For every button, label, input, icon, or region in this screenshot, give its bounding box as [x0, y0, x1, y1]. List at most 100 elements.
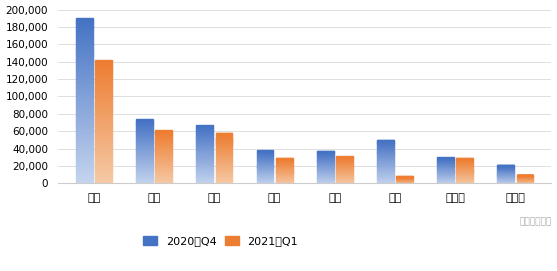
- Bar: [155, 163, 172, 164]
- Bar: [196, 159, 213, 160]
- Bar: [257, 165, 273, 166]
- Bar: [336, 169, 353, 170]
- Bar: [456, 179, 473, 180]
- Bar: [196, 139, 213, 140]
- Bar: [155, 176, 172, 177]
- Bar: [276, 181, 292, 182]
- Bar: [317, 161, 334, 162]
- Bar: [196, 171, 213, 172]
- Bar: [76, 109, 93, 111]
- Bar: [216, 159, 232, 160]
- Bar: [317, 169, 334, 170]
- Bar: [257, 176, 273, 177]
- Bar: [76, 112, 93, 114]
- Bar: [76, 18, 93, 20]
- Bar: [216, 155, 232, 156]
- Bar: [276, 173, 292, 174]
- Bar: [155, 165, 172, 166]
- Bar: [257, 174, 273, 175]
- Bar: [76, 54, 93, 56]
- Bar: [276, 159, 292, 160]
- Bar: [196, 180, 213, 181]
- Bar: [196, 167, 213, 168]
- Bar: [155, 182, 172, 183]
- Bar: [196, 158, 213, 159]
- Bar: [317, 157, 334, 158]
- Bar: [377, 171, 394, 172]
- Bar: [76, 130, 93, 132]
- Bar: [95, 169, 112, 170]
- Bar: [336, 157, 353, 158]
- Bar: [257, 180, 273, 181]
- Bar: [276, 158, 292, 159]
- Bar: [196, 150, 213, 151]
- Bar: [155, 158, 172, 159]
- Bar: [456, 164, 473, 165]
- Bar: [95, 102, 112, 103]
- Bar: [377, 149, 394, 150]
- Bar: [136, 143, 153, 144]
- Bar: [216, 165, 232, 166]
- Bar: [377, 148, 394, 149]
- Bar: [257, 159, 273, 160]
- Bar: [136, 122, 153, 123]
- Bar: [95, 60, 112, 61]
- Bar: [377, 154, 394, 155]
- Bar: [95, 120, 112, 122]
- Bar: [76, 94, 93, 96]
- Bar: [377, 170, 394, 171]
- Bar: [136, 175, 153, 176]
- Bar: [276, 172, 292, 173]
- Bar: [136, 172, 153, 173]
- Bar: [317, 156, 334, 157]
- Bar: [456, 166, 473, 167]
- Bar: [76, 21, 93, 23]
- Bar: [216, 173, 232, 174]
- Bar: [95, 97, 112, 98]
- Bar: [196, 125, 213, 126]
- Bar: [216, 180, 232, 181]
- Bar: [216, 142, 232, 143]
- Bar: [196, 135, 213, 136]
- Bar: [216, 176, 232, 177]
- Bar: [136, 151, 153, 152]
- Bar: [155, 146, 172, 147]
- Bar: [336, 164, 353, 165]
- Bar: [317, 163, 334, 164]
- Bar: [136, 146, 153, 147]
- Bar: [216, 136, 232, 137]
- Bar: [76, 91, 93, 93]
- Bar: [257, 173, 273, 174]
- Bar: [76, 178, 93, 180]
- Bar: [136, 139, 153, 140]
- Bar: [76, 26, 93, 28]
- Bar: [377, 147, 394, 148]
- Bar: [76, 20, 93, 22]
- Bar: [95, 121, 112, 123]
- Bar: [196, 133, 213, 134]
- Bar: [196, 164, 213, 165]
- Bar: [216, 138, 232, 139]
- Bar: [196, 136, 213, 137]
- Bar: [76, 140, 93, 142]
- Bar: [196, 169, 213, 170]
- Bar: [216, 171, 232, 172]
- Bar: [317, 179, 334, 180]
- Bar: [76, 138, 93, 140]
- Bar: [336, 172, 353, 173]
- Bar: [95, 105, 112, 107]
- Bar: [216, 166, 232, 167]
- Bar: [216, 136, 232, 137]
- Bar: [437, 182, 454, 183]
- Bar: [317, 169, 334, 170]
- Bar: [257, 157, 273, 158]
- Bar: [95, 108, 112, 109]
- Bar: [76, 155, 93, 157]
- Bar: [456, 173, 473, 174]
- Bar: [76, 35, 93, 36]
- Bar: [95, 115, 112, 117]
- Bar: [95, 125, 112, 127]
- Bar: [257, 181, 273, 182]
- Bar: [95, 70, 112, 71]
- Bar: [377, 161, 394, 162]
